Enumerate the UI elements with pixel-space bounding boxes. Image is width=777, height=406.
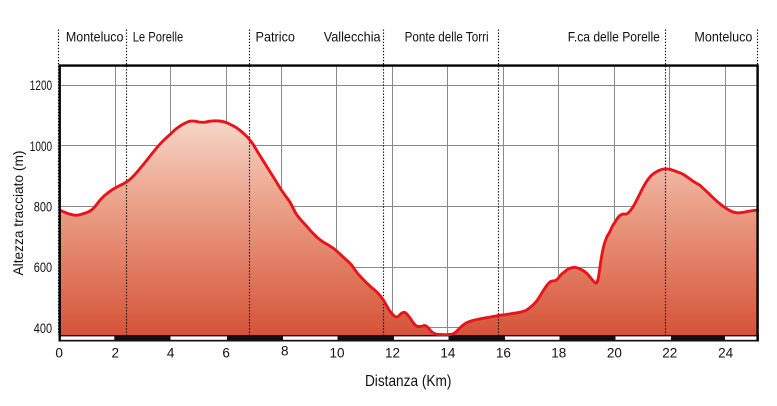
svg-text:4: 4 bbox=[167, 346, 175, 361]
svg-text:1000: 1000 bbox=[30, 138, 52, 154]
svg-text:10: 10 bbox=[329, 346, 344, 361]
svg-text:20: 20 bbox=[607, 346, 622, 361]
svg-text:24: 24 bbox=[718, 346, 734, 361]
svg-text:Monteluco: Monteluco bbox=[66, 29, 124, 45]
svg-text:0: 0 bbox=[55, 346, 63, 361]
svg-text:Vallecchia: Vallecchia bbox=[324, 29, 381, 45]
svg-text:18: 18 bbox=[551, 346, 566, 361]
svg-text:Monteluco: Monteluco bbox=[694, 29, 752, 45]
svg-text:14: 14 bbox=[440, 346, 456, 361]
svg-text:Distanza (Km): Distanza (Km) bbox=[365, 373, 452, 390]
svg-text:400: 400 bbox=[34, 320, 52, 336]
svg-text:800: 800 bbox=[34, 199, 52, 215]
svg-text:Le Porelle: Le Porelle bbox=[133, 29, 184, 45]
svg-text:1200: 1200 bbox=[30, 77, 52, 93]
svg-text:Altezza tracciato (m): Altezza tracciato (m) bbox=[10, 151, 26, 276]
svg-text:2: 2 bbox=[112, 346, 120, 361]
svg-text:22: 22 bbox=[662, 346, 677, 361]
svg-text:6: 6 bbox=[222, 346, 230, 361]
svg-text:Ponte delle Torri: Ponte delle Torri bbox=[405, 29, 489, 45]
svg-text:Patrico: Patrico bbox=[256, 29, 296, 45]
svg-text:12: 12 bbox=[385, 346, 400, 361]
svg-text:F.ca delle Porelle: F.ca delle Porelle bbox=[568, 29, 660, 45]
svg-text:8: 8 bbox=[281, 343, 289, 358]
svg-text:16: 16 bbox=[496, 346, 511, 361]
svg-text:600: 600 bbox=[34, 259, 52, 275]
